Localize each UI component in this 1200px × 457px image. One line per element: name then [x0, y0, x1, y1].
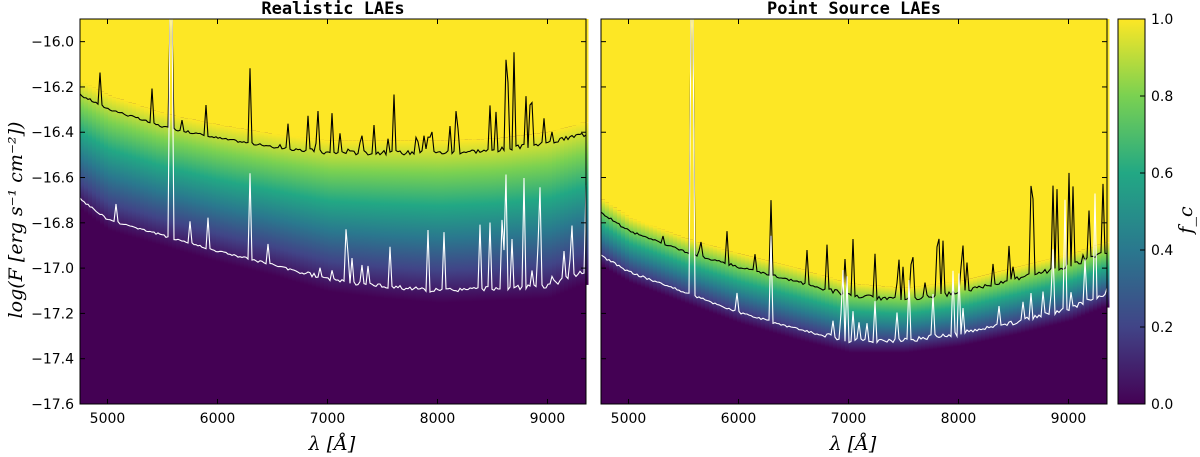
y-tick-label: −16.2: [31, 80, 74, 96]
x-tick-label: 5000: [90, 411, 126, 427]
colorbar-tick-label: 0.6: [1151, 166, 1173, 182]
plot-frame: [600, 18, 1108, 405]
colorbar: 0.0 0.2 0.4 0.6 0.8 1.0: [1117, 12, 1173, 413]
x-tick-label: 8000: [941, 411, 977, 427]
x-tick-label: 8000: [420, 411, 456, 427]
y-tick-label: −16.4: [31, 125, 74, 141]
x-tick-label: 5000: [611, 411, 647, 427]
colorbar-tick-label: 0.4: [1151, 243, 1173, 259]
x-tick-label: 9000: [530, 411, 566, 427]
y-axis-label: log(F [erg s⁻¹ cm⁻²]): [5, 122, 27, 319]
x-tick-label: 6000: [200, 411, 236, 427]
x-tick-label: 9000: [1051, 411, 1087, 427]
panel-title: Realistic LAEs: [261, 0, 404, 19]
y-tick-label: −16.8: [31, 216, 74, 232]
y-tick-label: −17.0: [31, 261, 74, 277]
colorbar-label: f_c: [1175, 206, 1197, 236]
series-upper-line: [600, 18, 1108, 302]
series-upper-line: [79, 18, 587, 157]
plot-frame: [79, 18, 587, 405]
y-tick-label: −17.6: [31, 397, 74, 413]
heatmap-cells: [80, 19, 589, 303]
y-tick-label: −17.2: [31, 306, 74, 322]
y-tick-label: −16.6: [31, 171, 74, 187]
x-tick-label: 6000: [721, 411, 757, 427]
x-tick-label: 7000: [310, 411, 346, 427]
series-lower-line: [600, 18, 1108, 344]
x-axis-label-left: λ [Å]: [308, 433, 356, 455]
colorbar-gradient: [1117, 18, 1146, 405]
x-axis-label-right: λ [Å]: [829, 433, 877, 455]
panel-title: Point Source LAEs: [767, 0, 941, 19]
y-tick-label: −16.0: [31, 35, 74, 51]
y-tick-label: −17.4: [31, 352, 74, 368]
colorbar-tick-label: 1.0: [1151, 12, 1173, 28]
colorbar-tick-label: 0.0: [1151, 397, 1173, 413]
series-lower-line: [79, 18, 587, 293]
colorbar-tick-label: 0.2: [1151, 320, 1173, 336]
panel-1: 5000 6000 7000 8000 9000 Point Source LAEs: [600, 0, 1110, 427]
colorbar-tick-label: 0.8: [1151, 89, 1173, 105]
panel-0: 5000 6000 7000 8000 9000 −17.6 −17.4 −17.2 −17.0…: [31, 0, 589, 427]
x-tick-label: 7000: [831, 411, 867, 427]
